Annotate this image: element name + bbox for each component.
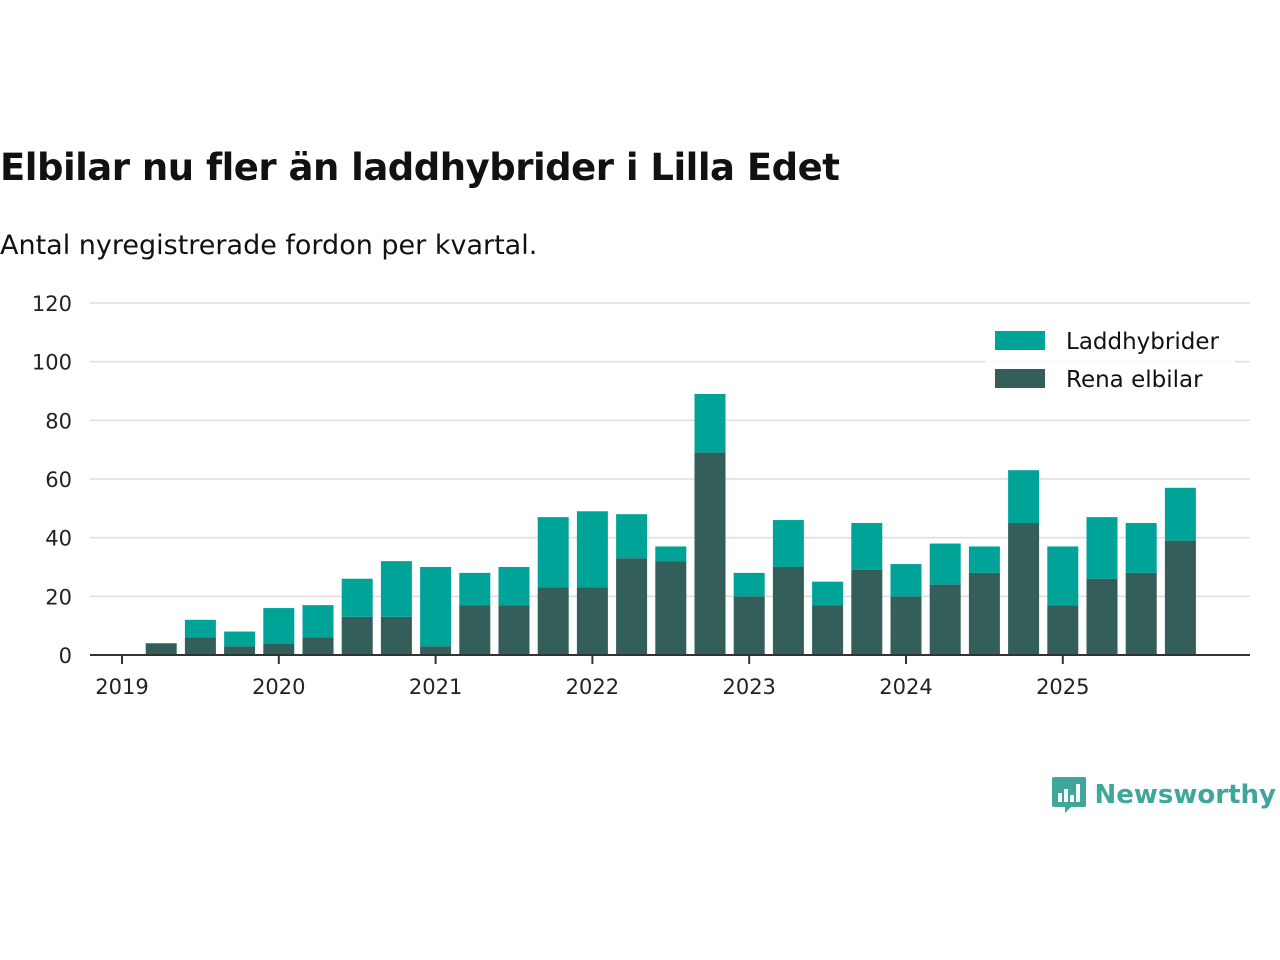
bar-laddhybrider-2022-q2 — [616, 514, 648, 559]
x-axis: 2019 2020 2021 2022 2023 2024 2025 — [90, 654, 1250, 699]
bar-rena-elbilar-2020-q4 — [380, 616, 412, 655]
bar-rena-elbilar-2021-q2 — [459, 605, 491, 655]
bar-rena-elbilar-2024-q4 — [1008, 523, 1040, 655]
bar-laddhybrider-2021-q3 — [498, 567, 530, 606]
bar-rena-elbilar-2021-q3 — [498, 605, 530, 655]
bar-rena-elbilar-2025-q1 — [1047, 605, 1079, 655]
bar-laddhybrider-2022-q1 — [576, 511, 608, 588]
bar-laddhybrider-2020-q3 — [341, 578, 373, 617]
x-tick-label: 2021 — [409, 675, 462, 699]
bar-rena-elbilar-2023-q3 — [812, 605, 844, 655]
x-tick-label: 2020 — [252, 675, 305, 699]
legend: Laddhybrider Rena elbilar — [985, 322, 1235, 406]
newsworthy-brand: Newsworthy — [1051, 775, 1276, 815]
bar-laddhybrider-2022-q4 — [694, 393, 726, 453]
y-tick-label: 80 — [45, 409, 72, 433]
y-tick-label: 0 — [59, 644, 72, 668]
bar-laddhybrider-2022-q3 — [655, 546, 687, 562]
bar-rena-elbilar-2023-q1 — [733, 596, 765, 655]
bar-rena-elbilar-2024-q1 — [890, 596, 922, 655]
legend-swatch-laddhybrider — [995, 331, 1045, 350]
y-axis-ticks: 0 20 40 60 80 100 120 — [32, 292, 72, 668]
brand-name: Newsworthy — [1094, 780, 1276, 810]
bar-rena-elbilar-2025-q4 — [1164, 540, 1196, 655]
bar-rena-elbilar-2019-q3 — [184, 637, 216, 655]
bar-laddhybrider-2020-q1 — [263, 608, 295, 644]
bar-laddhybrider-2025-q3 — [1125, 523, 1157, 573]
bar-laddhybrider-2025-q4 — [1164, 487, 1196, 541]
bar-rena-elbilar-2020-q3 — [341, 616, 373, 655]
y-tick-label: 100 — [32, 351, 72, 375]
bar-laddhybrider-2023-q2 — [772, 520, 804, 567]
bar-rena-elbilar-2022-q1 — [576, 587, 608, 655]
bar-chart-speech-icon — [1051, 777, 1086, 813]
legend-label-laddhybrider: Laddhybrider — [1066, 329, 1219, 355]
bar-laddhybrider-2020-q4 — [380, 561, 412, 617]
bar-laddhybrider-2023-q1 — [733, 572, 765, 597]
bar-rena-elbilar-2025-q2 — [1086, 578, 1118, 655]
x-tick-label: 2022 — [566, 675, 619, 699]
bar-rena-elbilar-2022-q4 — [694, 452, 726, 655]
bar-laddhybrider-2021-q2 — [459, 572, 491, 606]
bar-rena-elbilar-2020-q1 — [263, 643, 295, 655]
y-tick-label: 20 — [45, 585, 72, 609]
x-tick-label: 2025 — [1036, 675, 1089, 699]
bar-rena-elbilar-2025-q3 — [1125, 572, 1157, 655]
bar-rena-elbilar-2020-q2 — [302, 637, 334, 655]
bar-rena-elbilar-2019-q4 — [224, 646, 256, 655]
bar-rena-elbilar-2024-q3 — [968, 572, 1000, 655]
legend-label-rena-elbilar: Rena elbilar — [1066, 367, 1203, 393]
bar-laddhybrider-2019-q3 — [184, 619, 216, 638]
bar-laddhybrider-2023-q4 — [851, 523, 883, 570]
bar-laddhybrider-2020-q2 — [302, 605, 334, 638]
bar-rena-elbilar-2023-q4 — [851, 569, 883, 655]
y-tick-label: 40 — [45, 527, 72, 551]
bars — [145, 393, 1196, 655]
bar-laddhybrider-2021-q4 — [537, 517, 569, 588]
bar-rena-elbilar-2019-q2 — [145, 643, 177, 655]
bar-laddhybrider-2025-q1 — [1047, 546, 1079, 606]
bar-rena-elbilar-2021-q1 — [420, 646, 452, 655]
x-tick-label: 2019 — [95, 675, 148, 699]
x-tick-label: 2023 — [722, 675, 775, 699]
bar-laddhybrider-2024-q2 — [929, 543, 961, 585]
bar-laddhybrider-2024-q3 — [968, 546, 1000, 573]
bar-rena-elbilar-2022-q2 — [616, 558, 648, 655]
bar-laddhybrider-2024-q4 — [1008, 470, 1040, 523]
y-tick-label: 120 — [32, 292, 72, 316]
bar-rena-elbilar-2021-q4 — [537, 587, 569, 655]
legend-swatch-rena-elbilar — [995, 369, 1045, 388]
bar-laddhybrider-2024-q1 — [890, 564, 922, 597]
y-tick-label: 60 — [45, 468, 72, 492]
chart-title: Elbilar nu fler än laddhybrider i Lilla … — [0, 146, 840, 189]
bar-laddhybrider-2021-q1 — [420, 567, 452, 647]
chart-subtitle: Antal nyregistrerade fordon per kvartal. — [0, 230, 538, 261]
x-tick-label: 2024 — [879, 675, 932, 699]
bar-laddhybrider-2019-q4 — [224, 631, 256, 647]
bar-laddhybrider-2025-q2 — [1086, 517, 1118, 579]
bar-laddhybrider-2023-q3 — [812, 581, 844, 606]
bar-rena-elbilar-2024-q2 — [929, 584, 961, 655]
bar-rena-elbilar-2023-q2 — [772, 567, 804, 655]
bar-rena-elbilar-2022-q3 — [655, 561, 687, 655]
